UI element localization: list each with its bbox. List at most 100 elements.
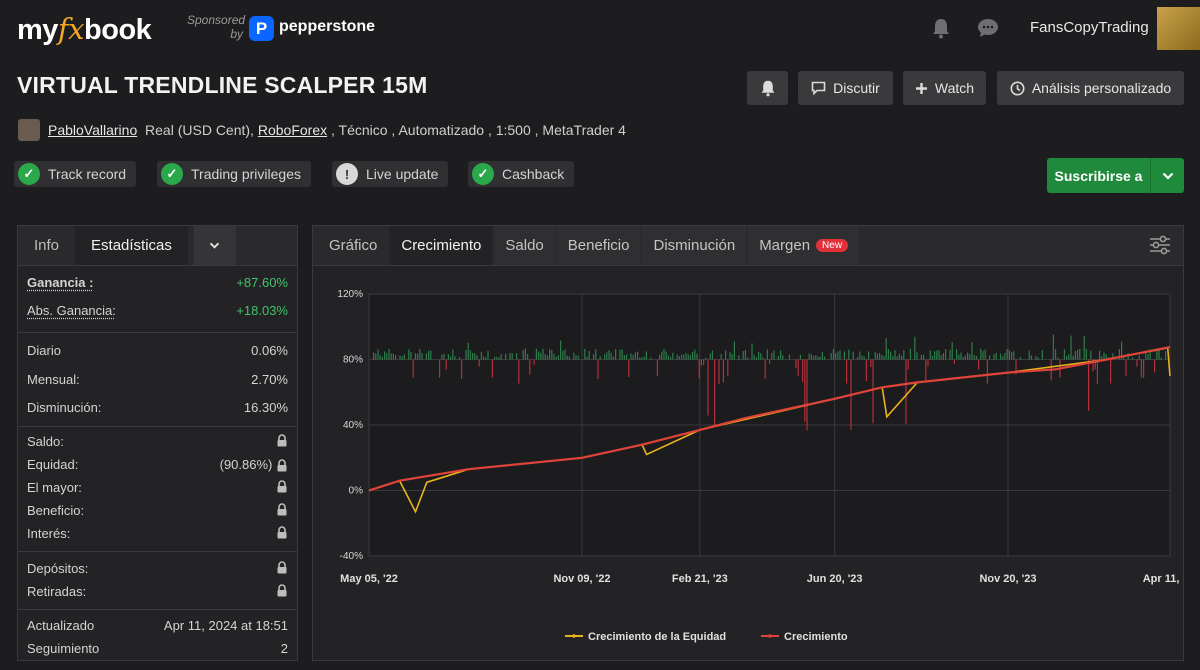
chart-settings-icon[interactable] (1149, 235, 1171, 255)
x-tick-label: Feb 21, '23 (672, 573, 728, 585)
stat-label[interactable]: Abs. Ganancia: (27, 303, 116, 318)
subscribe-dropdown[interactable] (1151, 158, 1184, 193)
trade-bar-positive (705, 357, 707, 360)
username[interactable]: FansCopyTrading (1030, 19, 1149, 36)
tab-profit[interactable]: Beneficio (556, 226, 641, 265)
discuss-button[interactable]: Discutir (798, 71, 893, 105)
trade-bar-positive (934, 351, 936, 360)
trade-bar-positive (1085, 349, 1087, 360)
chart-panel: Gráfico Crecimiento Saldo Beneficio Dism… (312, 225, 1184, 661)
trade-bar-positive (879, 352, 881, 360)
y-tick-label: 0% (349, 486, 364, 497)
trade-bar-positive (458, 357, 460, 360)
badge-track-record[interactable]: ✓ Track record (14, 161, 137, 187)
myfxbook-logo[interactable]: myfxbook (17, 12, 152, 46)
trade-bar-positive (676, 354, 678, 360)
user-avatar[interactable] (1157, 7, 1200, 50)
trade-bar-positive (903, 350, 905, 360)
stats-tab-dropdown[interactable] (193, 226, 236, 265)
trade-bar-positive (447, 354, 449, 360)
bell-icon (761, 80, 774, 97)
tab-margin[interactable]: Margen New (748, 226, 860, 265)
tab-chart[interactable]: Gráfico (329, 237, 378, 254)
messages-icon[interactable] (977, 18, 999, 38)
trade-bar-positive (773, 350, 775, 360)
trade-bar-positive (909, 348, 911, 360)
x-tick-label: Nov 20, '23 (979, 573, 1036, 585)
lock-icon (277, 459, 287, 472)
trade-bar-positive (1123, 355, 1125, 360)
badge-cashback[interactable]: ✓ Cashback (468, 161, 575, 187)
lock-icon (277, 526, 287, 539)
tab-drawdown[interactable]: Disminución (642, 226, 747, 265)
trade-bar-positive (843, 351, 845, 360)
trade-bar-negative (870, 359, 872, 368)
trade-bar-negative (1015, 359, 1017, 375)
notifications-bell-icon[interactable] (931, 17, 951, 39)
lock-icon (277, 480, 287, 493)
trade-bar-negative (700, 359, 702, 366)
divider (18, 426, 297, 427)
trade-bar-positive (892, 356, 894, 360)
trade-bar-positive (428, 350, 430, 360)
trade-bar-negative (1094, 359, 1096, 370)
tab-growth[interactable]: Crecimiento (390, 226, 493, 265)
trade-bar-positive (472, 353, 474, 360)
trade-bar-positive (421, 353, 423, 360)
stat-label: Mensual: (27, 372, 80, 387)
author-link[interactable]: PabloVallarino (48, 122, 138, 138)
trade-bar-positive (898, 353, 900, 360)
trade-bar-positive (1041, 350, 1043, 360)
trade-bar-positive (575, 355, 577, 360)
trade-bar-positive (931, 355, 933, 360)
trade-bar-positive (643, 356, 645, 360)
pepperstone-logo-icon[interactable]: P (249, 16, 274, 41)
trade-bar-positive (584, 348, 586, 360)
sponsor-name[interactable]: pepperstone (279, 18, 376, 35)
broker-link[interactable]: RoboForex (257, 122, 328, 138)
trade-bar-positive (1160, 357, 1162, 360)
trade-bar-positive (1090, 350, 1092, 360)
account-details: , Técnico , Automatizado , 1:500 , MetaT… (331, 122, 626, 138)
trade-bar-positive (936, 350, 938, 360)
trade-bar-positive (885, 338, 887, 360)
tab-balance[interactable]: Saldo (494, 226, 555, 265)
badge-live-update[interactable]: ! Live update (332, 161, 449, 187)
trade-bar-positive (920, 354, 922, 360)
trade-bar-positive (868, 351, 870, 360)
trade-bar-negative (628, 359, 630, 378)
tab-statistics[interactable]: Estadísticas (75, 226, 188, 265)
watch-button[interactable]: Watch (903, 71, 986, 105)
subscribe-label[interactable]: Suscribirse a (1047, 158, 1151, 193)
trade-bar-positive (982, 351, 984, 360)
plus-icon (915, 82, 927, 94)
trade-bar-positive (1118, 349, 1120, 360)
trade-bar-positive (527, 353, 529, 360)
custom-analysis-button[interactable]: Análisis personalizado (997, 71, 1184, 105)
alert-button[interactable] (747, 71, 788, 105)
trade-bar-positive (751, 343, 753, 360)
stat-value: Apr 11, 2024 at 18:51 (163, 618, 288, 633)
growth-chart[interactable]: 120% 80% 40% 0% -40% May 05, '22 Nov 09, '22 Fe… (313, 267, 1183, 660)
badge-trading-privileges[interactable]: ✓ Trading privileges (157, 161, 311, 187)
author-avatar[interactable] (18, 119, 40, 141)
trade-bar-negative (978, 359, 980, 370)
trade-bar-positive (450, 356, 452, 360)
trade-bar-negative (518, 359, 520, 384)
subscribe-button[interactable]: Suscribirse a (1047, 158, 1184, 193)
watch-label: Watch (934, 80, 975, 96)
trade-bar-negative (533, 359, 535, 365)
trade-bar-positive (1035, 356, 1037, 360)
trade-bar-positive (586, 356, 588, 360)
tab-info[interactable]: Info (34, 237, 60, 254)
stat-label[interactable]: Ganancia : (27, 275, 94, 290)
stat-label: Equidad: (27, 457, 79, 472)
trade-bar-negative (707, 359, 709, 416)
chart-tabs: Gráfico Crecimiento Saldo Beneficio Dism… (313, 226, 1183, 266)
trade-bar-negative (1088, 359, 1090, 411)
trade-bar-positive (619, 349, 621, 360)
trade-bar-negative (1143, 359, 1145, 379)
trade-bar-positive (379, 354, 381, 360)
trade-bar-positive (940, 355, 942, 360)
trade-bar-positive (725, 350, 727, 360)
